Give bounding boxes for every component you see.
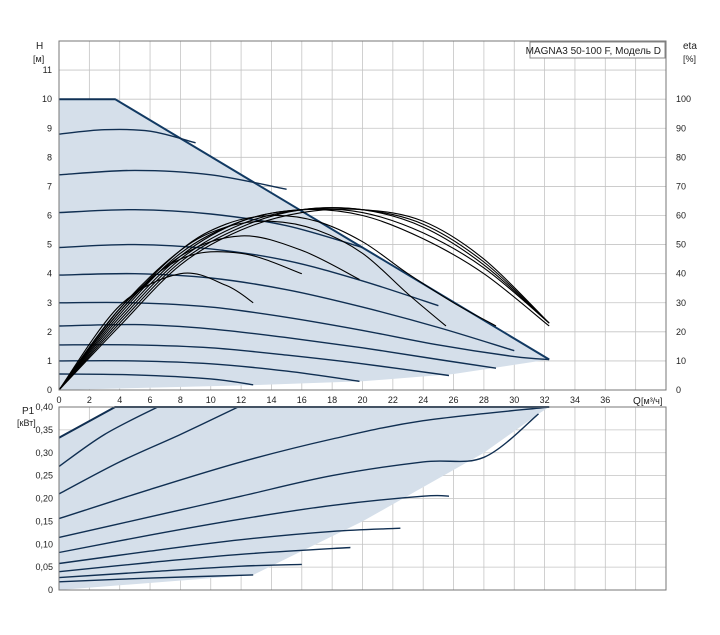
efficiency-curve bbox=[58, 251, 302, 391]
power-curve bbox=[58, 413, 539, 539]
head-curve bbox=[58, 169, 287, 190]
head-curve bbox=[58, 272, 515, 352]
power-curve bbox=[58, 406, 239, 495]
y-tick-label: 8 bbox=[47, 152, 52, 162]
y2-tick-label: 30 bbox=[676, 298, 686, 308]
x-tick-label: 18 bbox=[327, 395, 337, 405]
power-tick-label: 0,20 bbox=[35, 494, 53, 504]
head-curve bbox=[58, 208, 363, 249]
power-tick-label: 0,05 bbox=[35, 562, 53, 572]
power-tick-labels: 0 0,05 0,10 0,15 0,20 0,25 0,30 0,35 0,40 bbox=[35, 402, 53, 595]
head-curve bbox=[58, 301, 550, 361]
head-tick-labels: 0 2 4 6 8 10 12 14 16 18 20 22 24 26 28 30 32 34 360123456… bbox=[42, 65, 691, 405]
y-axis-unit: [м] bbox=[33, 54, 44, 64]
power-tick-label: 0,30 bbox=[35, 448, 53, 458]
head-curve bbox=[58, 323, 497, 369]
y-tick-label: 10 bbox=[42, 94, 52, 104]
x-tick-label: 28 bbox=[479, 395, 489, 405]
y2-tick-label: 70 bbox=[676, 181, 686, 191]
efficiency-curve bbox=[58, 235, 360, 391]
x-tick-label: 8 bbox=[178, 395, 183, 405]
power-plot-frame bbox=[58, 406, 667, 591]
y2-tick-label: 0 bbox=[676, 385, 681, 395]
y-tick-label: 2 bbox=[47, 327, 52, 337]
x-tick-label: 32 bbox=[540, 395, 550, 405]
x-tick-label: 12 bbox=[236, 395, 246, 405]
head-chart: 0 2 4 6 8 10 12 14 16 18 20 22 24 26 28 30 32 34 360123456… bbox=[33, 40, 697, 407]
y2-tick-label: 100 bbox=[676, 94, 691, 104]
y2-tick-label: 60 bbox=[676, 211, 686, 221]
head-curve bbox=[58, 128, 196, 144]
efficiency-curves bbox=[58, 207, 550, 391]
x-tick-label: 30 bbox=[509, 395, 519, 405]
efficiency-curve bbox=[58, 272, 254, 391]
power-tick-label: 0,35 bbox=[35, 425, 53, 435]
y-tick-label: 1 bbox=[47, 356, 52, 366]
x-tick-label: 2 bbox=[87, 395, 92, 405]
y-tick-label: 4 bbox=[47, 269, 52, 279]
x-tick-label: 36 bbox=[600, 395, 610, 405]
y-tick-label: 5 bbox=[47, 240, 52, 250]
y-tick-label: 9 bbox=[47, 123, 52, 133]
power-tick-label: 0,25 bbox=[35, 471, 53, 481]
y-tick-label: 3 bbox=[47, 298, 52, 308]
power-curve bbox=[58, 406, 158, 468]
head-curve bbox=[58, 343, 450, 377]
x-tick-label: 16 bbox=[297, 395, 307, 405]
x-tick-label: 4 bbox=[117, 395, 122, 405]
efficiency-curve bbox=[58, 214, 497, 391]
x-tick-label: 10 bbox=[206, 395, 216, 405]
x-axis-unit: [м³/ч] bbox=[641, 396, 662, 406]
power-axis-unit: [кВт] bbox=[17, 418, 36, 428]
power-curve bbox=[58, 494, 450, 554]
y-tick-label: 6 bbox=[47, 211, 52, 221]
y-tick-label: 0 bbox=[47, 385, 52, 395]
head-plot-frame bbox=[58, 40, 667, 391]
y2-tick-label: 80 bbox=[676, 152, 686, 162]
x-axis-label: Q bbox=[633, 396, 641, 407]
x-tick-label: 20 bbox=[357, 395, 367, 405]
y-tick-label: 7 bbox=[47, 181, 52, 191]
y2-tick-label: 50 bbox=[676, 240, 686, 250]
power-curve bbox=[58, 546, 351, 573]
x-tick-label: 6 bbox=[148, 395, 153, 405]
power-tick-label: 0,10 bbox=[35, 539, 53, 549]
x-tick-label: 24 bbox=[418, 395, 428, 405]
power-chart: 0 0,05 0,10 0,15 0,20 0,25 0,30 0,35 0,40 P1 [кВ… bbox=[17, 402, 667, 595]
x-tick-label: 22 bbox=[388, 395, 398, 405]
x-tick-label: 26 bbox=[449, 395, 459, 405]
efficiency-curve bbox=[58, 207, 550, 391]
head-curves bbox=[58, 98, 550, 386]
power-tick-label: 0,15 bbox=[35, 516, 53, 526]
power-curve bbox=[58, 563, 302, 579]
x-tick-label: 0 bbox=[56, 395, 61, 405]
y-tick-label: 11 bbox=[43, 65, 52, 75]
y2-tick-label: 10 bbox=[676, 356, 686, 366]
power-operating-area bbox=[59, 407, 550, 590]
y-axis-label: H bbox=[36, 41, 43, 52]
head-curve bbox=[58, 359, 360, 382]
head-curve bbox=[58, 243, 439, 307]
power-axis-label: P1 bbox=[22, 406, 35, 417]
efficiency-curve bbox=[58, 208, 550, 391]
power-curve bbox=[58, 574, 254, 583]
y2-axis-label: eta bbox=[683, 41, 697, 52]
power-envelope bbox=[59, 407, 550, 590]
power-curve bbox=[58, 527, 401, 565]
x-tick-label: 14 bbox=[266, 395, 276, 405]
y2-tick-label: 90 bbox=[676, 123, 686, 133]
power-curve bbox=[58, 406, 550, 520]
x-tick-label: 34 bbox=[570, 395, 580, 405]
head-curve bbox=[58, 373, 254, 386]
chart-title: MAGNA3 50-100 F, Модель D bbox=[526, 46, 661, 57]
y2-tick-label: 20 bbox=[676, 327, 686, 337]
y2-axis-unit: [%] bbox=[683, 54, 696, 64]
y2-tick-label: 40 bbox=[676, 269, 686, 279]
chart-title-box bbox=[529, 41, 666, 59]
power-tick-label: 0,40 bbox=[35, 402, 53, 412]
power-tick-label: 0 bbox=[48, 585, 53, 595]
